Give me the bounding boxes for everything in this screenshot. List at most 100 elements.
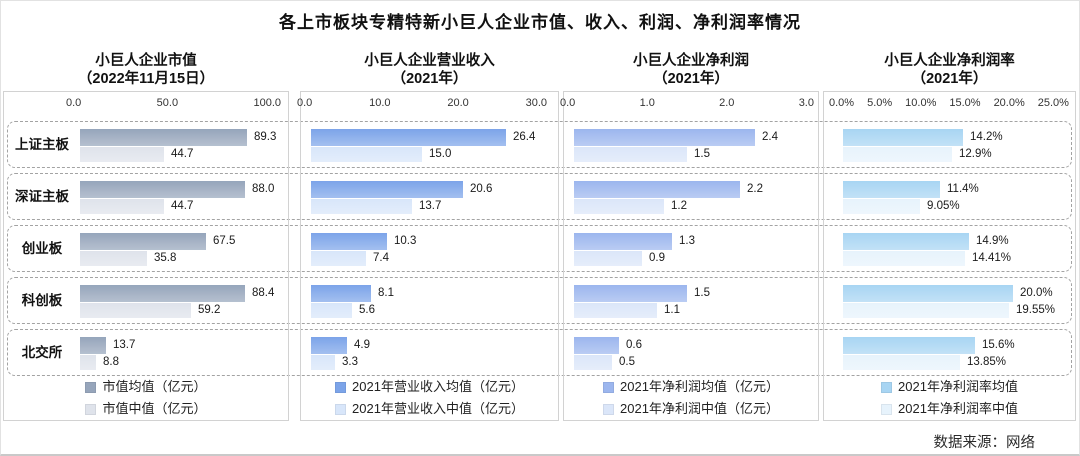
value-label: 19.55%: [1016, 304, 1056, 316]
bar-median: [311, 251, 366, 266]
value-label: 0.6: [626, 339, 642, 351]
legend-item-median: 2021年营业收入中值（亿元）: [335, 400, 524, 418]
bar-median: [843, 147, 952, 162]
bar-median: [311, 303, 352, 318]
legend-swatch-median: [335, 403, 347, 415]
legend-label: 2021年净利润率中值: [898, 401, 1018, 416]
panel-legend: 2021年净利润率均值 2021年净利润率中值: [823, 378, 1076, 418]
row-label: 北交所: [21, 345, 63, 360]
value-label: 3.3: [342, 356, 358, 368]
row-label: 深证主板: [15, 189, 69, 204]
legend-label: 2021年营业收入均值（亿元）: [352, 379, 524, 394]
value-label: 1.5: [694, 287, 710, 299]
bar-mean: [843, 285, 1013, 302]
axis-tick-row: 0.0 1.0 2.0 3.0: [560, 97, 814, 109]
chart-panel: [300, 91, 559, 421]
value-label: 13.85%: [967, 356, 1007, 368]
axis-tick: 15.0%: [949, 97, 981, 109]
legend-item-mean: 市值均值（亿元）: [85, 378, 207, 396]
bar-median: [311, 147, 422, 162]
value-label: 13.7: [419, 200, 442, 212]
axis-tick: 10.0: [369, 97, 391, 109]
value-label: 7.4: [373, 252, 389, 264]
value-label: 26.4: [513, 131, 536, 143]
panel-heading-line2: （2022年11月15日）: [77, 71, 215, 87]
bar-median: [80, 303, 191, 318]
value-label: 1.2: [671, 200, 687, 212]
page-title: 各上市板块专精特新小巨人企业市值、收入、利润、净利润率情况: [279, 13, 801, 32]
legend-swatch-median: [85, 403, 97, 415]
axis-tick: 25.0%: [1037, 97, 1069, 109]
panel-heading: 小巨人企业市值 （2022年11月15日）: [3, 52, 289, 88]
bar-median: [843, 303, 1009, 318]
legend-swatch-median: [881, 403, 893, 415]
value-label: 2.2: [747, 183, 763, 195]
bar-mean: [843, 181, 940, 198]
panel-heading-line1: 小巨人企业净利润: [633, 53, 749, 69]
panel-legend: 2021年净利润均值（亿元） 2021年净利润中值（亿元）: [563, 378, 819, 418]
bar-mean: [843, 337, 975, 354]
bar-median: [574, 251, 642, 266]
chart-panel: [563, 91, 819, 421]
value-label: 4.9: [354, 339, 370, 351]
panel-heading-line1: 小巨人企业市值: [95, 53, 197, 69]
bar-mean: [574, 129, 755, 146]
value-label: 20.6: [470, 183, 493, 195]
axis-tick: 0.0%: [829, 97, 855, 109]
value-label: 8.1: [378, 287, 394, 299]
bar-mean: [311, 285, 371, 302]
legend-label: 2021年营业收入中值（亿元）: [352, 401, 524, 416]
bar-mean: [843, 233, 969, 250]
value-label: 0.5: [619, 356, 635, 368]
row-band: [7, 173, 1072, 220]
bar-median: [574, 355, 612, 370]
value-label: 35.8: [154, 252, 177, 264]
legend-item-median: 2021年净利润中值（亿元）: [603, 400, 779, 418]
value-label: 15.0: [429, 148, 452, 160]
bar-median: [80, 251, 147, 266]
axis-tick: 1.0: [639, 97, 655, 109]
value-label: 15.6%: [982, 339, 1015, 351]
panel-heading-line2: （2021年）: [391, 71, 468, 87]
source-note: 数据来源：网络: [933, 435, 1036, 451]
bar-median: [574, 303, 657, 318]
panel-heading-line2: （2021年）: [653, 71, 729, 87]
axis-tick: 3.0: [798, 97, 814, 109]
bar-median: [574, 199, 664, 214]
value-label: 8.8: [103, 356, 119, 368]
row-band: [7, 225, 1072, 272]
panel-legend: 市值均值（亿元） 市值中值（亿元）: [3, 378, 289, 418]
panel-heading: 小巨人企业净利润 （2021年）: [563, 52, 819, 88]
legend-item-mean: 2021年净利润均值（亿元）: [603, 378, 779, 396]
bar-median: [311, 355, 335, 370]
bar-mean: [311, 233, 387, 250]
legend-item-mean: 2021年营业收入均值（亿元）: [335, 378, 524, 396]
value-label: 11.4%: [947, 183, 979, 195]
legend-label: 市值均值（亿元）: [102, 379, 207, 394]
chart-panel: [3, 91, 289, 421]
value-label: 10.3: [394, 235, 417, 247]
bar-mean: [80, 337, 106, 354]
value-label: 59.2: [198, 304, 221, 316]
legend-label: 市值中值（亿元）: [102, 401, 207, 416]
bar-mean: [574, 337, 619, 354]
value-label: 9.05%: [927, 200, 960, 212]
value-label: 14.9%: [976, 235, 1009, 247]
bar-median: [843, 355, 960, 370]
value-label: 1.1: [664, 304, 680, 316]
bar-mean: [311, 129, 506, 146]
row-band: [7, 121, 1072, 168]
axis-tick: 20.0%: [993, 97, 1025, 109]
bar-median: [843, 199, 920, 214]
bar-median: [80, 199, 164, 214]
legend-label: 2021年净利润均值（亿元）: [620, 379, 779, 394]
row-label: 上证主板: [15, 137, 69, 152]
bar-median: [80, 147, 164, 162]
bar-median: [843, 251, 965, 266]
axis-tick: 10.0%: [905, 97, 937, 109]
panel-legend: 2021年营业收入均值（亿元） 2021年营业收入中值（亿元）: [300, 378, 559, 418]
legend-item-median: 2021年净利润率中值: [881, 400, 1018, 418]
axis-tick: 30.0: [525, 97, 547, 109]
value-label: 67.5: [213, 235, 236, 247]
legend-swatch-mean: [335, 381, 347, 393]
